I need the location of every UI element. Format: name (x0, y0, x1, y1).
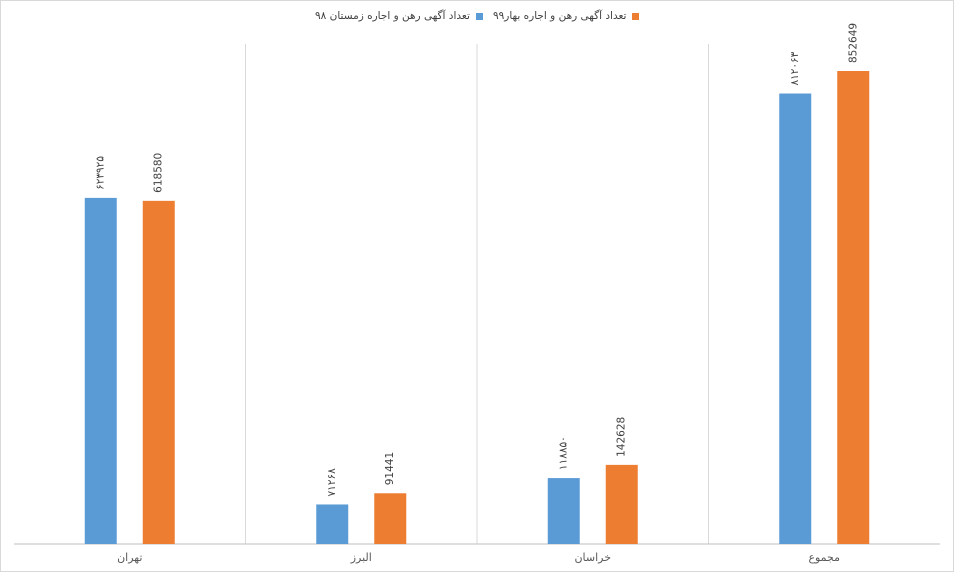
data-label: 91441 (384, 452, 396, 485)
bar (779, 93, 812, 545)
category-label: خراسان (574, 551, 611, 564)
legend-swatch-spring99 (632, 12, 640, 20)
legend-label-spring99: تعداد آگهی رهن و اجاره بهار۹۹ (493, 10, 627, 22)
data-label: 618580 (153, 153, 165, 193)
category-label: مجموع (808, 551, 840, 564)
data-label: ۶۲۳۹۲۵ (95, 156, 107, 190)
data-label: 142628 (616, 417, 628, 457)
bar (547, 478, 580, 544)
legend-item-winter98: تعداد آگهی رهن و اجاره زمستان ۹۸ (315, 10, 483, 22)
bar (316, 504, 349, 544)
legend-item-spring99: تعداد آگهی رهن و اجاره بهار۹۹ (493, 10, 640, 22)
legend-swatch-winter98 (475, 12, 483, 20)
bar (605, 464, 638, 544)
data-label: ۷۱۲۶۸ (326, 468, 338, 497)
bar (374, 493, 407, 544)
data-label: 852649 (847, 23, 859, 63)
category-label: تهران (117, 551, 142, 564)
bar (84, 197, 117, 544)
legend: تعداد آگهی رهن و اجاره زمستان ۹۸ تعداد آ… (0, 8, 954, 28)
bar (142, 200, 175, 545)
category-label: البرز (350, 551, 372, 564)
bar (837, 71, 870, 544)
data-label: ۱۱۸۸۵۰ (558, 436, 570, 470)
data-label: ۸۱۲۰۶۳ (789, 51, 801, 85)
legend-label-winter98: تعداد آگهی رهن و اجاره زمستان ۹۸ (315, 10, 470, 22)
